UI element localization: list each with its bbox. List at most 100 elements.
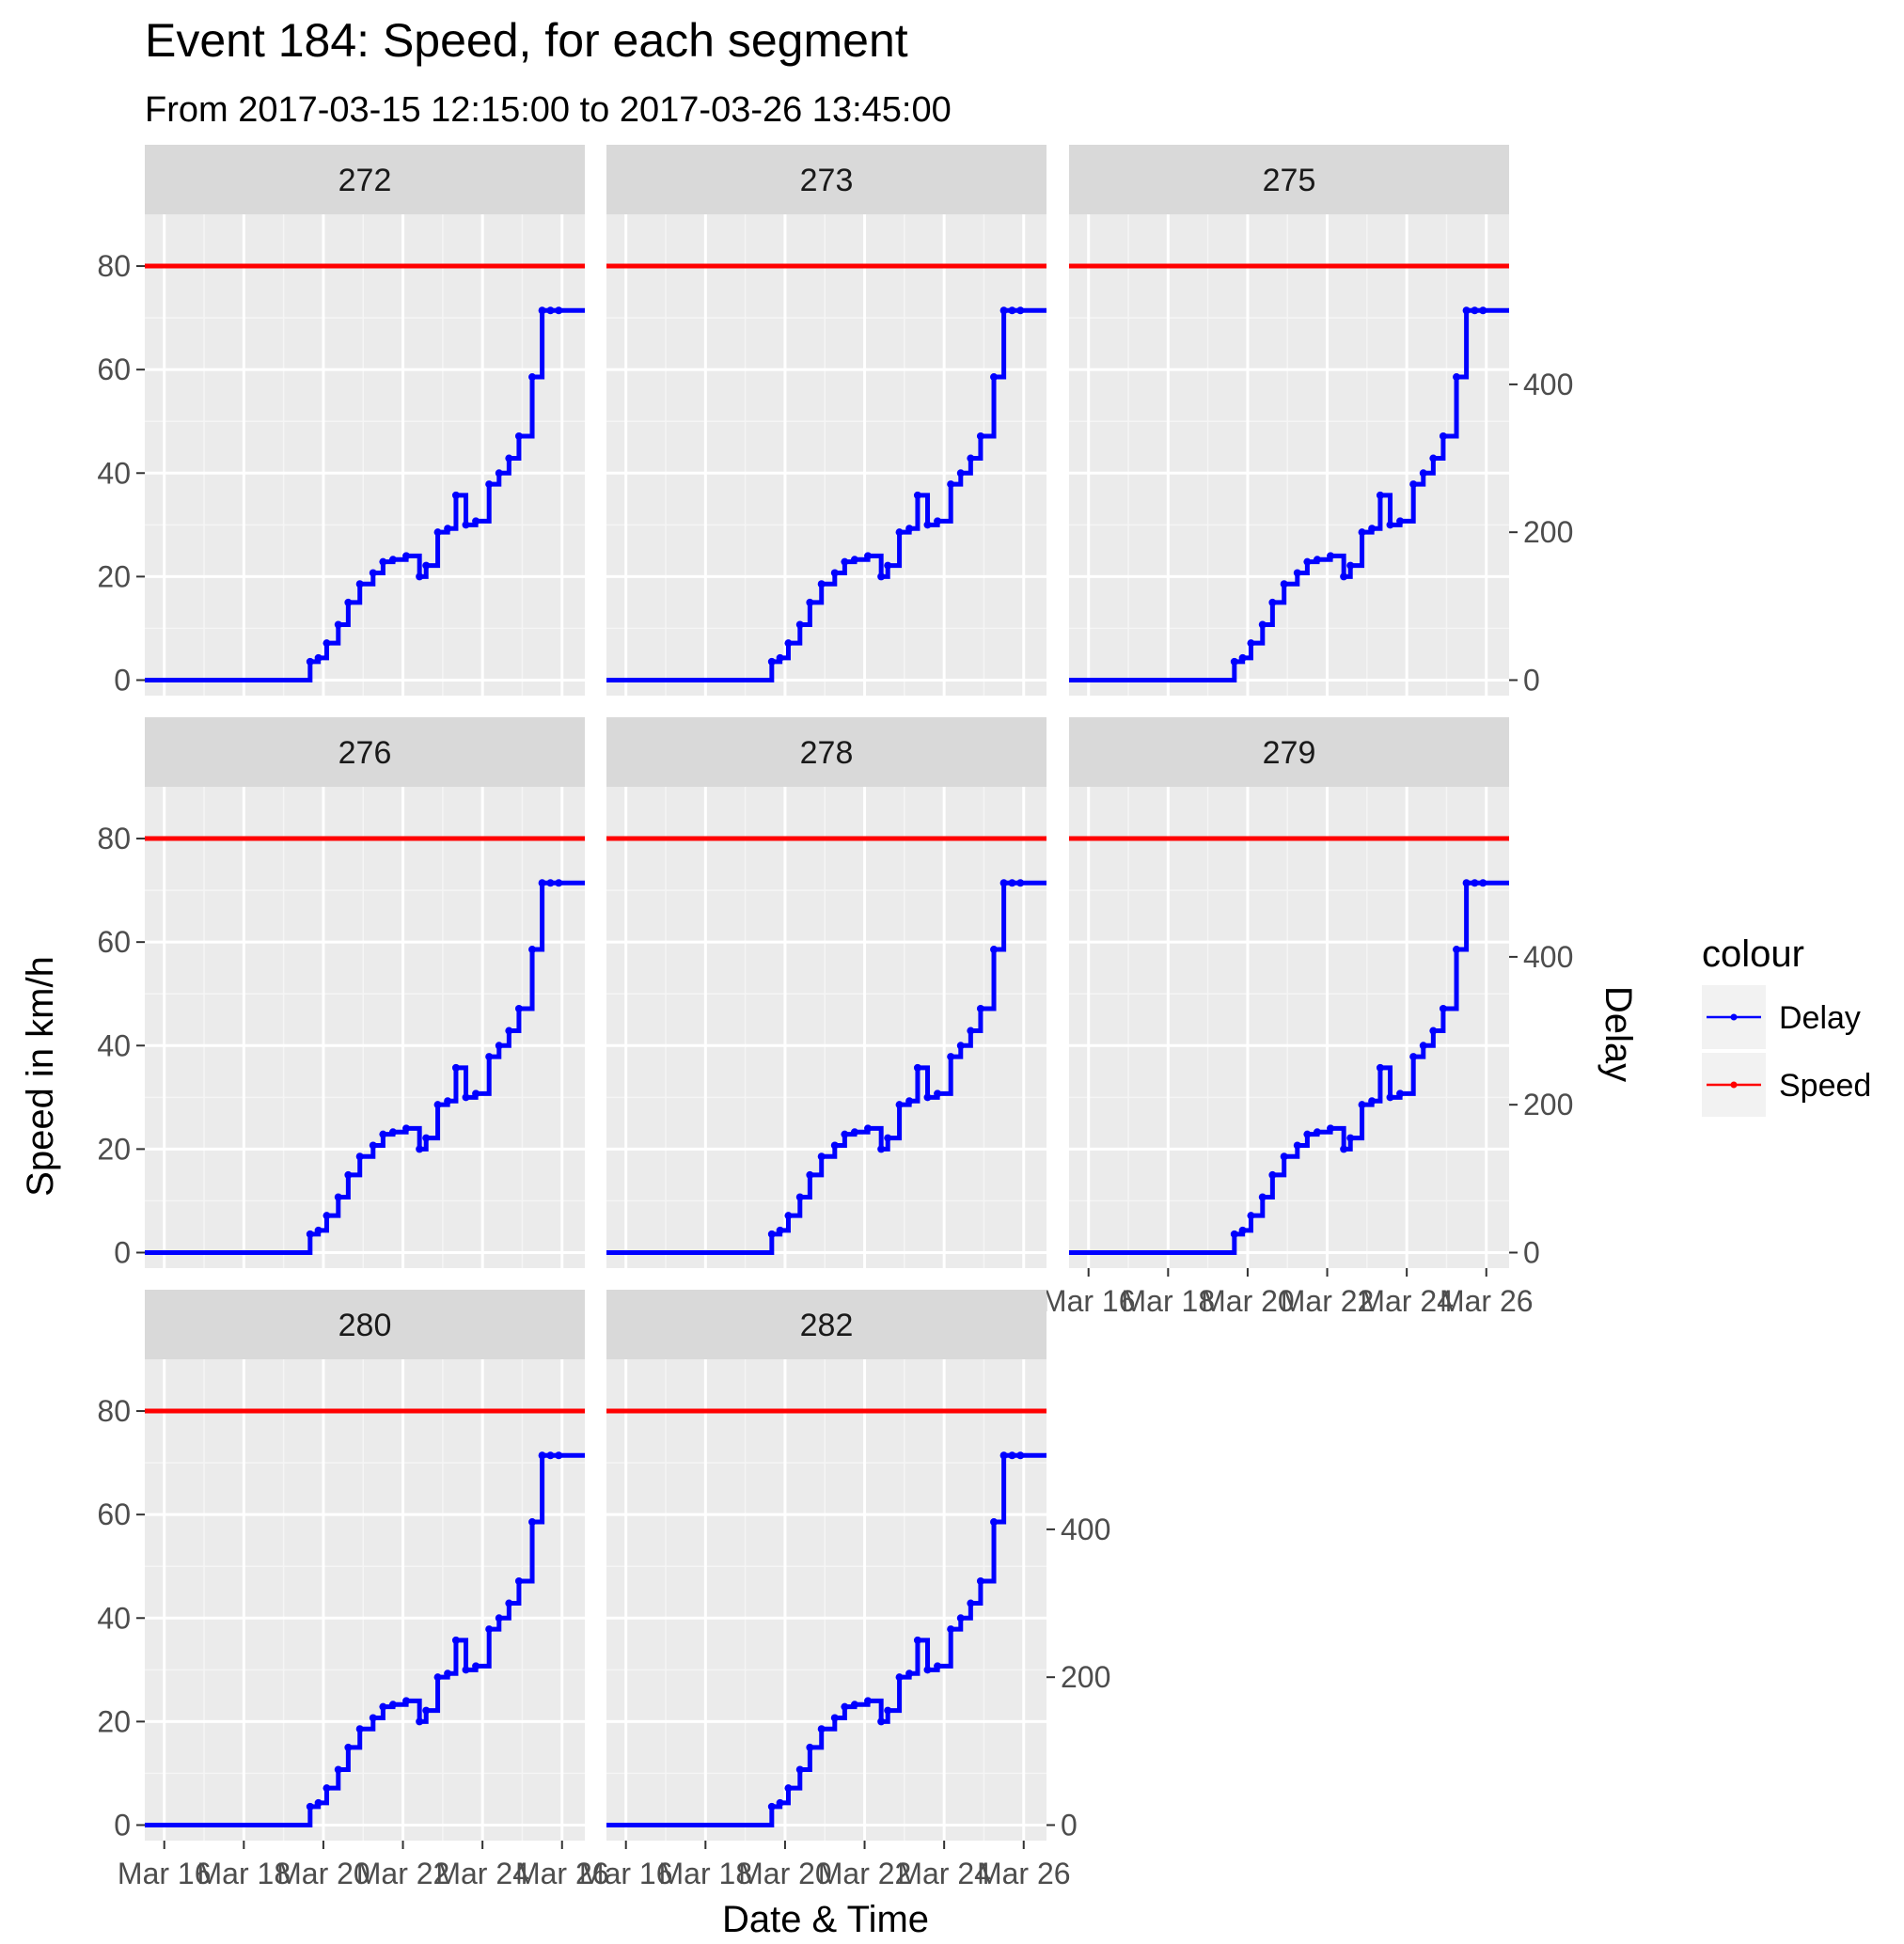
strip-label-276: 276 xyxy=(338,735,392,771)
data-point-delay xyxy=(546,879,555,887)
data-point-delay xyxy=(344,598,353,606)
data-point-delay xyxy=(1008,306,1016,315)
data-point-delay xyxy=(767,1230,776,1238)
data-point-delay xyxy=(555,306,563,315)
strip-label-278: 278 xyxy=(800,735,854,771)
data-point-delay xyxy=(956,469,965,478)
panel-background xyxy=(145,1359,585,1841)
data-point-delay xyxy=(1358,528,1366,537)
data-point-delay xyxy=(850,1701,858,1709)
y-tick-label: 40 xyxy=(97,456,131,490)
x-tick-label: Mar 24 xyxy=(435,1857,529,1890)
data-point-delay xyxy=(841,1702,849,1711)
panel-background xyxy=(145,214,585,696)
y-tick-label: 20 xyxy=(97,1704,131,1738)
data-point-delay xyxy=(505,1599,513,1607)
data-point-delay xyxy=(1016,879,1025,887)
data-point-delay xyxy=(546,306,555,315)
data-point-delay xyxy=(416,572,424,581)
data-point-delay xyxy=(1247,1212,1255,1220)
y-tick-label: 20 xyxy=(97,559,131,593)
data-point-delay xyxy=(1230,657,1238,666)
x-tick-label: Mar 18 xyxy=(1122,1284,1216,1318)
data-point-delay xyxy=(402,1124,411,1133)
data-point-delay xyxy=(1293,569,1301,577)
strip-label-275: 275 xyxy=(1263,163,1316,198)
data-point-delay xyxy=(555,1451,563,1460)
x-tick-label: Mar 16 xyxy=(1042,1284,1136,1318)
data-point-delay xyxy=(1327,1124,1335,1133)
x-tick-label: Mar 26 xyxy=(977,1857,1071,1890)
data-point-delay xyxy=(1386,521,1394,529)
data-point-delay xyxy=(776,1798,784,1807)
data-point-delay xyxy=(947,1053,955,1061)
data-point-delay xyxy=(1247,639,1255,648)
data-point-delay xyxy=(369,1714,377,1722)
data-point-delay xyxy=(1280,1152,1288,1161)
data-point-delay xyxy=(505,454,513,462)
data-point-delay xyxy=(1439,1004,1447,1012)
data-point-delay xyxy=(976,1576,984,1585)
data-point-delay xyxy=(472,1662,480,1670)
data-point-delay xyxy=(422,1134,431,1142)
panel-background xyxy=(606,214,1046,696)
data-point-delay xyxy=(344,1743,353,1751)
data-point-delay xyxy=(1293,1141,1301,1150)
strip-272 xyxy=(145,145,585,214)
x-tick-label: Mar 20 xyxy=(738,1857,832,1890)
data-point-delay xyxy=(1368,1097,1377,1105)
legend-entry-delay: Delay xyxy=(1702,985,1861,1049)
data-point-delay xyxy=(1462,879,1471,887)
data-point-delay xyxy=(462,1666,470,1674)
y-tick-label: 40 xyxy=(97,1028,131,1062)
data-point-delay xyxy=(1462,306,1471,315)
strip-label-279: 279 xyxy=(1263,735,1316,771)
data-point-delay xyxy=(433,1673,442,1682)
data-point-delay xyxy=(895,528,904,537)
data-point-delay xyxy=(1386,1093,1394,1102)
data-point-delay xyxy=(1429,1027,1438,1035)
strip-label-282: 282 xyxy=(800,1308,854,1343)
y2-axis-label: Delay xyxy=(1597,986,1639,1082)
data-point-delay xyxy=(1258,1193,1267,1201)
data-point-delay xyxy=(462,521,470,529)
data-point-delay xyxy=(451,1636,460,1644)
data-point-delay xyxy=(1376,1063,1384,1072)
panel-275: 275 0 200 400 xyxy=(1069,145,1573,697)
data-point-delay xyxy=(1340,1145,1348,1153)
data-point-delay xyxy=(923,1666,932,1674)
data-point-delay xyxy=(1471,306,1479,315)
data-point-delay xyxy=(913,1636,921,1644)
data-point-delay xyxy=(485,1625,494,1634)
data-point-delay xyxy=(1008,879,1016,887)
data-point-delay xyxy=(485,480,494,489)
data-point-delay xyxy=(1429,454,1438,462)
y-tick-label: 20 xyxy=(97,1132,131,1166)
data-point-delay xyxy=(784,1784,793,1793)
y2-tick-label: 200 xyxy=(1061,1660,1110,1694)
data-point-delay xyxy=(1327,552,1335,560)
data-point-delay xyxy=(546,1451,555,1460)
data-point-delay xyxy=(934,1662,942,1670)
x-tick-label: Mar 20 xyxy=(276,1857,370,1890)
data-point-delay xyxy=(999,1451,1008,1460)
data-point-delay xyxy=(323,639,331,648)
data-point-delay xyxy=(913,491,921,499)
x-axis-label: Date & Time xyxy=(722,1899,929,1940)
data-point-delay xyxy=(923,1093,932,1102)
data-point-delay xyxy=(1368,525,1377,533)
data-point-delay xyxy=(1479,879,1487,887)
data-point-delay xyxy=(433,1101,442,1109)
data-point-delay xyxy=(947,1625,955,1634)
data-point-delay xyxy=(314,1798,323,1807)
data-point-delay xyxy=(514,1004,523,1012)
data-point-delay xyxy=(528,373,537,382)
y2-tick-label: 400 xyxy=(1523,368,1573,401)
data-point-delay xyxy=(1453,373,1461,382)
data-point-delay xyxy=(1340,572,1348,581)
data-point-delay xyxy=(1396,517,1405,525)
data-point-delay xyxy=(1346,1134,1355,1142)
data-point-delay xyxy=(528,1518,537,1527)
